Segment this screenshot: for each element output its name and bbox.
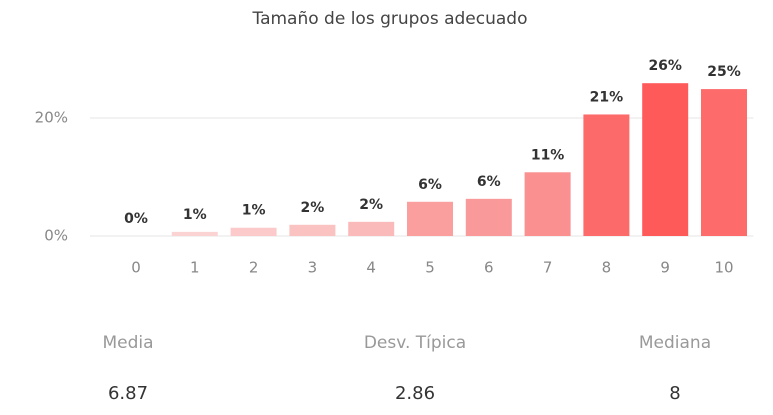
data-label: 1% xyxy=(242,203,266,219)
stat-value: 8 xyxy=(669,383,680,404)
bar xyxy=(348,221,395,236)
bar xyxy=(642,83,689,236)
x-tick-label: 9 xyxy=(660,259,670,277)
x-tick-label: 7 xyxy=(543,259,553,277)
y-tick-label: 0% xyxy=(44,227,68,245)
x-tick-label: 1 xyxy=(190,259,200,277)
data-label: 11% xyxy=(531,147,565,163)
bar xyxy=(524,172,571,236)
x-tick-label: 10 xyxy=(714,259,733,277)
x-tick-label: 6 xyxy=(484,259,494,277)
data-label: 2% xyxy=(301,200,325,216)
stat-value: 2.86 xyxy=(395,383,435,404)
stat-label: Mediana xyxy=(639,333,711,353)
data-label: 0% xyxy=(124,211,148,227)
data-label: 6% xyxy=(418,177,442,193)
stat-value: 6.87 xyxy=(108,383,148,404)
x-tick-label: 8 xyxy=(602,259,612,277)
bar xyxy=(407,201,453,236)
bar xyxy=(701,89,747,236)
x-tick-label: 2 xyxy=(249,259,259,277)
bar xyxy=(171,231,218,236)
data-label: 1% xyxy=(183,207,207,223)
data-label: 6% xyxy=(477,174,501,190)
x-tick-label: 4 xyxy=(366,259,376,277)
x-tick-label: 5 xyxy=(425,259,435,277)
bar xyxy=(230,227,277,236)
data-label: 2% xyxy=(359,197,383,213)
data-label: 26% xyxy=(648,58,682,74)
bar xyxy=(583,114,630,236)
bar xyxy=(289,224,336,236)
data-label: 21% xyxy=(590,89,624,105)
x-tick-label: 3 xyxy=(308,259,318,277)
stat-label: Media xyxy=(102,333,153,353)
y-tick-label: 20% xyxy=(35,109,68,127)
stat-label: Desv. Típica xyxy=(364,333,466,353)
data-label: 25% xyxy=(707,64,741,80)
x-tick-label: 0 xyxy=(131,259,141,277)
bar xyxy=(465,198,512,236)
chart-title: Tamaño de los grupos adecuado xyxy=(252,9,528,29)
